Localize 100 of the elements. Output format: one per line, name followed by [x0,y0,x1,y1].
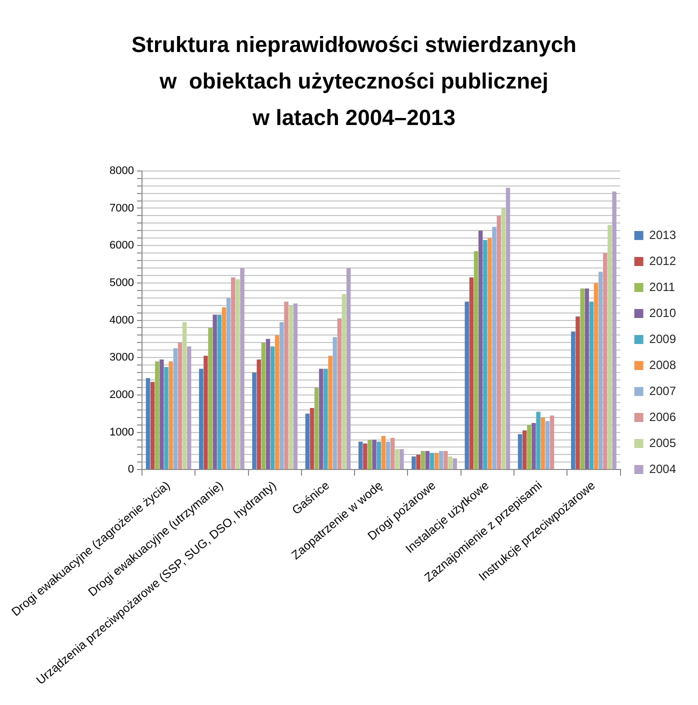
bar [164,366,168,470]
bar [416,454,420,470]
bar [310,408,314,470]
bar [550,415,554,470]
y-tick-label: 0 [128,464,134,476]
bar [425,450,430,470]
bar [469,277,474,470]
y-tick-label: 6000 [110,240,134,252]
bar [199,368,204,470]
y-tick-label: 3000 [110,352,134,364]
bar [412,456,416,470]
bar [372,440,376,470]
bar [319,368,324,470]
bar [182,322,187,470]
bar [328,356,332,470]
bar [527,424,532,470]
bar [146,378,150,470]
legend-label: 2006 [649,410,676,424]
bar [474,251,478,470]
bar [584,288,589,470]
bar [252,372,256,470]
bar [522,430,527,470]
legend-label: 2005 [649,436,676,450]
bar [204,356,208,470]
y-tick-label: 2000 [110,388,134,401]
bar [430,452,434,470]
legend-label: 2007 [649,384,676,398]
bar [363,443,368,470]
bar [545,421,550,470]
bar [434,452,439,470]
bar [240,268,244,470]
bar [368,440,372,470]
bar [231,277,236,470]
bar [173,348,178,470]
legend-label: 2012 [649,254,676,268]
legend-label: 2010 [649,306,676,320]
bar [501,208,506,470]
bar [439,450,444,470]
bar [598,272,603,470]
bar [332,337,337,470]
bar [217,314,222,470]
y-tick-label: 5000 [110,276,134,289]
bar [342,294,346,470]
bar [608,225,612,470]
bar [444,450,448,470]
bar [178,342,182,470]
bar [483,240,488,470]
bar [236,279,240,470]
bar [284,302,288,470]
y-tick-label: 4000 [110,314,134,326]
bar [275,335,280,470]
bar [395,449,400,470]
bar [160,359,164,470]
bar [324,368,328,470]
bar [536,412,540,470]
bar [532,422,536,470]
bar [576,316,580,470]
bar [386,442,390,470]
bar [208,328,212,470]
bar [603,253,608,470]
bar [261,342,266,470]
bar [612,191,616,470]
legend-label: 2009 [649,332,676,346]
bar [226,298,231,470]
bar [358,442,363,470]
bar [168,361,173,470]
bar [376,442,381,470]
bar [594,282,598,470]
bar [400,449,404,470]
bar [540,417,545,470]
bar [580,288,584,470]
bar [222,307,226,470]
legend-label: 2013 [649,228,676,242]
bar [270,346,275,470]
y-tick-label: 8000 [110,164,134,177]
chart-title: Struktura nieprawidłowości stwierdzanych w obiektach użyteczności publicznej w latach 2004–2013 [132,32,576,130]
bar [187,346,192,470]
bar [150,382,155,470]
bar [496,216,501,470]
bar [589,302,594,470]
bar [478,230,483,470]
bar [293,303,298,470]
y-tick-label: 7000 [110,202,134,214]
bar [420,450,425,470]
bar [212,314,217,470]
y-tick-label: 1000 [110,426,134,438]
legend-label: 2011 [649,280,676,294]
bar [506,188,510,470]
bar [492,226,496,470]
bar [305,414,310,470]
bar [337,318,342,470]
bar [464,302,469,470]
bar [488,238,492,470]
bar [314,387,319,470]
legend-label: 2008 [649,358,676,372]
bar [381,436,386,470]
bar [280,322,284,470]
bar [390,438,395,470]
bar [266,338,270,470]
bar [571,331,576,470]
